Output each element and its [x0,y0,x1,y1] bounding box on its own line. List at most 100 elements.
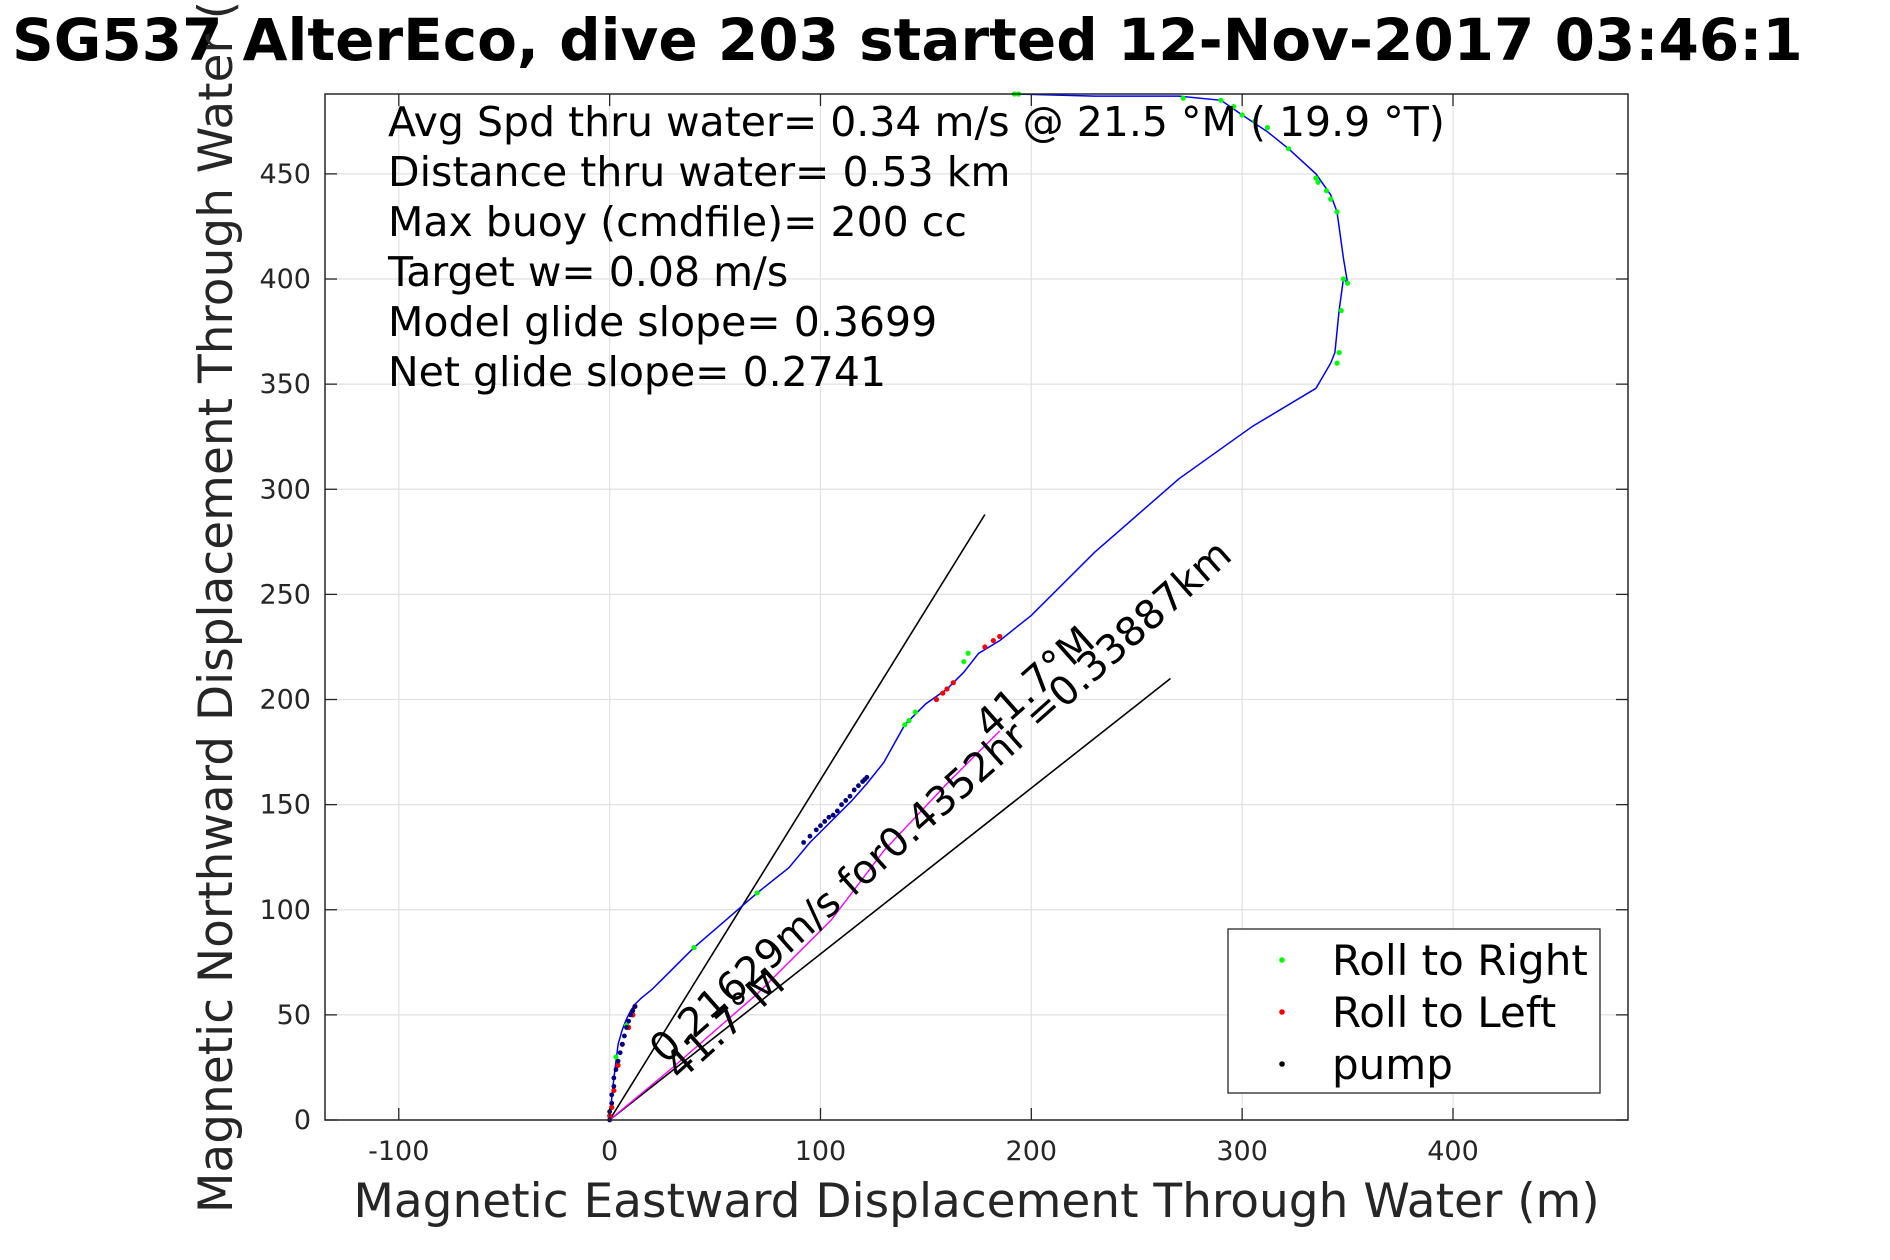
roll-right-point [691,944,697,951]
roll-left-point [615,1062,621,1068]
roll-right-point [1180,95,1186,101]
data-layer [607,91,1351,1123]
y-tick-label: 300 [259,474,311,505]
y-tick-label: 400 [259,264,311,295]
x-tick-label: 200 [1006,1136,1058,1167]
legend-marker [1279,1009,1285,1015]
roll-left-point [933,696,940,703]
pump-point [822,819,828,824]
roll-right-point [1334,360,1340,366]
y-axis-label: Magnetic Northward Displacement Through … [189,1,244,1213]
pump-point [813,827,819,833]
roll-right-point [1344,280,1351,286]
pump-point [826,814,832,820]
roll-left-point [940,690,946,696]
roll-right-point [906,717,912,724]
roll-left-point [982,644,988,650]
pump-point [801,840,807,845]
roll-right-point [1285,146,1292,152]
info-line: Target w= 0.08 m/s [387,248,788,296]
pump-point [807,833,813,839]
axes-layer: -100 0 100 200 300 400 0 50 100 150 200 250 300 350 40… [259,93,1629,1167]
roll-right-point [1323,188,1330,194]
roll-left-line [609,730,1001,1121]
pump-point [613,1067,619,1072]
roll-left-point [997,633,1003,640]
y-tick-label: 200 [259,685,311,716]
pump-point [619,1041,625,1047]
pump-point [847,793,853,799]
roll-right-point [1264,125,1271,131]
x-axis-label: Magnetic Eastward Displacement Through W… [353,1174,1599,1229]
chart-title: SG537 AlterEco, dive 203 started 12-Nov-… [12,6,1803,74]
y-tick-label: 250 [259,579,311,610]
x-tick-label: -100 [368,1136,429,1167]
roll-left-point [950,680,956,686]
pump-point [611,1083,617,1089]
roll-right-point [1239,112,1245,118]
roll-right-point [1313,175,1319,181]
roll-right-point [961,659,967,665]
roll-right-point [902,722,908,728]
pump-point [611,1075,617,1081]
grid-layer [325,94,1628,1121]
roll-right-point [965,650,971,656]
y-tick-label: 100 [259,895,311,926]
roll-right-point [1336,350,1342,356]
pump-point [843,798,849,803]
legend-box [1227,928,1601,1094]
pump-point [626,1018,632,1024]
legend-marker [1279,957,1285,963]
pump-point [839,802,844,808]
info-line: Avg Spd thru water= 0.34 m/s @ 21.5 °M (… [388,98,1445,146]
pump-point [856,783,861,789]
pump-point [615,1058,621,1064]
x-tick-label: 0 [601,1136,618,1167]
pump-point [621,1033,627,1039]
heading-line [608,514,986,1121]
roll-right-point [1218,97,1224,103]
pump-point [632,1004,638,1009]
info-line: Model glide slope= 0.3699 [388,298,937,346]
roll-left-point [944,686,950,692]
roll-right-point [912,709,918,715]
axes-box [324,93,1629,1121]
pump-point [617,1050,623,1056]
info-line: Max buoy (cmdfile)= 200 cc [388,198,967,246]
pump-point [609,1092,615,1098]
roll-right-point [1334,209,1340,215]
pump-point [851,787,857,793]
roll-left-point [990,638,996,644]
info-line: Distance thru water= 0.53 km [388,148,1010,196]
x-tick-label: 100 [795,1136,847,1167]
pump-point [830,812,836,818]
y-tick-label: 150 [259,790,311,821]
legend-label: Roll to Left [1332,988,1556,1037]
pump-point [609,1100,615,1106]
x-tick-label: 400 [1427,1136,1479,1167]
legend-label: pump [1332,1040,1453,1089]
pump-point [834,808,840,814]
roll-right-point [754,890,760,896]
x-tick-label: 300 [1216,1136,1268,1167]
y-tick-label: 450 [259,159,311,190]
legend-marker [1279,1061,1285,1067]
roll-right-point [1338,307,1344,314]
pump-point [630,1008,636,1014]
roll-right-point [1231,104,1237,110]
roll-left-point [611,1087,617,1094]
y-tick-label: 0 [294,1105,311,1136]
heading-line [609,677,1171,1121]
roll-right-point [1328,196,1334,202]
roll-left-point [609,1104,615,1110]
info-line: Net glide slope= 0.2741 [388,348,886,396]
pump-point [818,823,823,829]
roll-right-point [1340,276,1346,282]
y-tick-label: 50 [277,1000,311,1031]
pump-point [624,1025,629,1030]
legend-label: Roll to Right [1332,936,1588,985]
pump-point [628,1012,634,1018]
